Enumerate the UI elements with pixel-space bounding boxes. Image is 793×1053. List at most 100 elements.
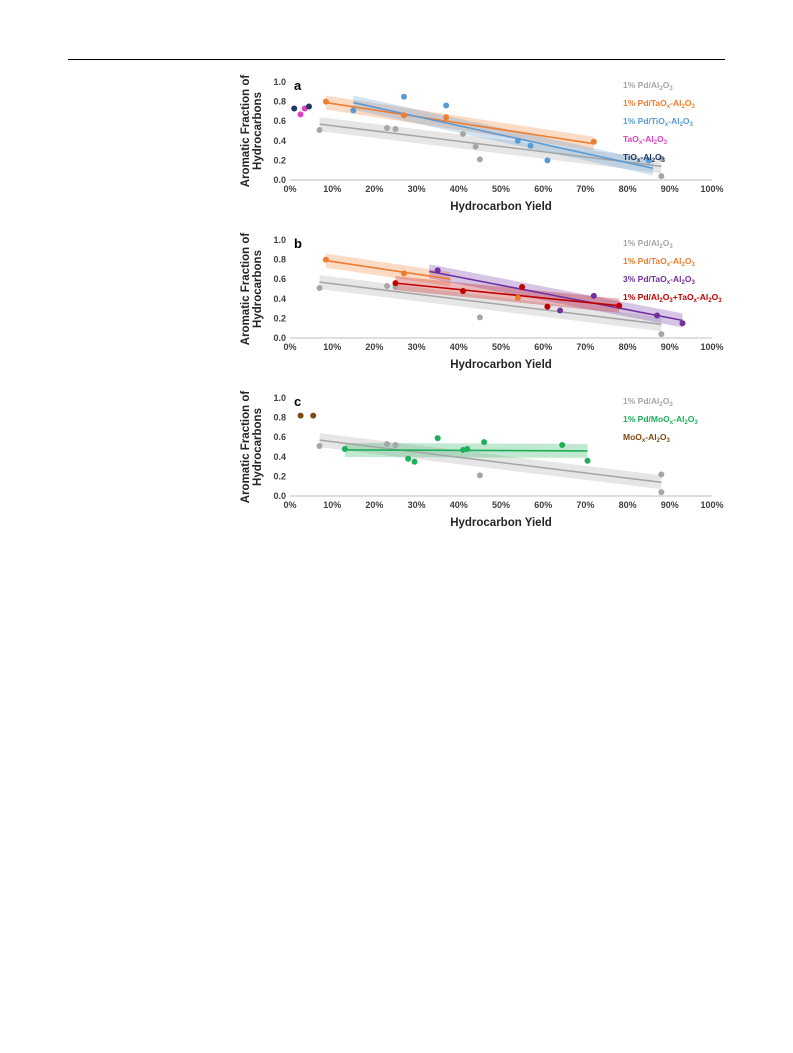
chart-c: 0% 10% 20% 30% 40% 50% 60% 70% 80% 90% 100% 0.0 0.2 0…	[240, 391, 724, 529]
legend-text-part: 3	[669, 244, 673, 250]
y-tick-label: 1.0	[273, 235, 286, 245]
data-point-1-pd-taox-al2o3	[400, 112, 407, 119]
x-tick-label: 60%	[534, 184, 552, 194]
legend-text-part: O	[663, 292, 670, 302]
trend-line-3-pd-taox-al2o3	[429, 270, 683, 322]
x-tick-label: 40%	[450, 342, 468, 352]
legend-text-part: x	[637, 158, 641, 164]
data-point-moox-al2o3	[297, 412, 304, 419]
chart-panel-a: 0% 10% 20% 30% 40% 50% 60% 70% 80% 90% 100% 0.0 0.2 0…	[235, 70, 735, 225]
data-point-3-pd-taox-al2o3	[590, 292, 597, 299]
legend-entry-1-pd-al2o3: 1% Pd/Al2O3	[623, 238, 673, 250]
x-tick-label: 0%	[283, 500, 296, 510]
legend-entry-1-pd-al2o3: 1% Pd/Al2O3	[623, 396, 673, 408]
y-tick-label: 0.0	[273, 491, 286, 501]
legend-text-part: 2	[657, 438, 661, 444]
legend-text-part: 3	[669, 298, 673, 304]
x-tick-label: 50%	[492, 342, 510, 352]
data-point-tiox-al2o3	[291, 105, 298, 112]
x-tick-label: 10%	[323, 342, 341, 352]
y-axis-label-line: Hydrocarbons	[252, 250, 264, 328]
x-tick-label: 80%	[619, 342, 637, 352]
data-point-3-pd-taox-al2o3	[557, 307, 564, 314]
x-tick-label: 90%	[661, 184, 679, 194]
data-point-1-pd-taox-al2o3	[322, 98, 329, 105]
legend-text-part: O	[655, 152, 662, 162]
y-axis-label: Aromatic Fraction of Hydrocarbons	[240, 233, 264, 346]
data-point-1-pd-al2o3	[658, 173, 665, 180]
trend-line-1-pd-taox-al2o3	[325, 259, 451, 280]
x-tick-label: 70%	[576, 500, 594, 510]
x-tick-label: 10%	[323, 184, 341, 194]
x-tick-label: 20%	[365, 184, 383, 194]
y-axis-label-line: Hydrocarbons	[252, 92, 264, 170]
legend-text-part: O	[688, 414, 695, 424]
data-point-1-pd-moox-al2o3	[481, 439, 488, 446]
y-tick-label: 0.4	[273, 452, 286, 462]
legend-text-part: 1% Pd/MoO	[623, 414, 670, 424]
x-tick-label: 70%	[576, 342, 594, 352]
x-axis-label: Hydrocarbon Yield	[450, 517, 552, 529]
legend-text-part: 1% Pd/TiO	[623, 116, 665, 126]
x-tick-label: 80%	[619, 500, 637, 510]
legend-text-part: -Al	[673, 414, 684, 424]
x-tick-label: 30%	[408, 184, 426, 194]
y-tick-label: 0.8	[273, 97, 286, 107]
data-point-1-pd-moox-al2o3	[341, 445, 348, 452]
legend-entry-taox-al2o3: TaOx-Al2O3	[623, 134, 668, 146]
x-tick-label: 100%	[700, 342, 723, 352]
data-point-tiox-al2o3	[305, 103, 312, 110]
legend-text-part: -Al	[645, 432, 656, 442]
data-point-1-pd-al2o3	[658, 471, 665, 478]
data-point-1-pd-taox-al2o3	[322, 256, 329, 263]
y-tick-label: 1.0	[273, 393, 286, 403]
y-tick-label: 0.2	[273, 313, 286, 323]
trend-line-1-pd-al2o3-taox-al2o3	[395, 282, 620, 307]
legend-text-part: 1% Pd/TaO	[623, 256, 667, 266]
data-point-1-pd-al2o3	[460, 130, 467, 137]
legend-text-part: 3	[694, 420, 698, 426]
legend-entry-3-pd-taox-al2o3: 3% Pd/TaOx-Al2O3	[623, 274, 695, 286]
y-axis-label: Aromatic Fraction of Hydrocarbons	[240, 75, 264, 188]
data-point-3-pd-taox-al2o3	[679, 320, 686, 327]
trend-line-1-pd-al2o3	[319, 281, 662, 326]
x-tick-label: 100%	[700, 184, 723, 194]
legend-text-part: O	[663, 238, 670, 248]
data-point-1-pd-al2o3	[316, 443, 323, 450]
data-point-1-pd-al2o3	[384, 125, 391, 132]
x-tick-label: 50%	[492, 500, 510, 510]
data-point-1-pd-al2o3	[476, 314, 483, 321]
data-point-1-pd-al2o3	[658, 155, 665, 162]
legend-text-part: -Al	[668, 116, 679, 126]
data-point-1-pd-tiox-al2o3	[350, 107, 357, 114]
x-tick-label: 60%	[534, 500, 552, 510]
legend-text-part: 2	[684, 420, 688, 426]
data-point-1-pd-tiox-al2o3	[645, 157, 652, 164]
x-tick-label: 20%	[365, 500, 383, 510]
legend-text-part: 3	[664, 140, 668, 146]
data-point-1-pd-al2o3	[658, 331, 665, 338]
data-point-1-pd-moox-al2o3	[584, 457, 591, 464]
legend-text-part: O	[663, 80, 670, 90]
data-point-moox-al2o3	[310, 412, 317, 419]
data-point-1-pd-al2o3	[392, 126, 399, 133]
data-point-1-pd-al2o3	[472, 143, 479, 150]
y-tick-label: 0.8	[273, 255, 286, 265]
legend-text-part: 3	[691, 262, 695, 268]
data-point-1-pd-moox-al2o3	[405, 455, 412, 462]
legend-text-part: x	[639, 140, 643, 146]
legend-text-part: 2	[652, 158, 656, 164]
legend-text-part: TaO	[623, 134, 639, 144]
data-point-1-pd-al2o3-taox-al2o3	[460, 287, 467, 294]
chart-panel-b: 0% 10% 20% 30% 40% 50% 60% 70% 80% 90% 100% 0.0 0.2 0…	[235, 228, 735, 383]
chart-b: 0% 10% 20% 30% 40% 50% 60% 70% 80% 90% 100% 0.0 0.2 0…	[240, 233, 724, 371]
legend-text-part: 2	[659, 402, 663, 408]
legend-text-part: 1% Pd/Al	[623, 80, 659, 90]
data-point-3-pd-taox-al2o3	[434, 267, 441, 274]
data-point-1-pd-al2o3-taox-al2o3	[392, 280, 399, 287]
legend-text-part: 3	[669, 402, 673, 408]
legend-text-part: 1% Pd/Al	[623, 292, 659, 302]
y-axis-label: Aromatic Fraction of Hydrocarbons	[240, 391, 264, 504]
data-point-1-pd-al2o3-taox-al2o3	[544, 303, 551, 310]
y-tick-label: 0.0	[273, 175, 286, 185]
